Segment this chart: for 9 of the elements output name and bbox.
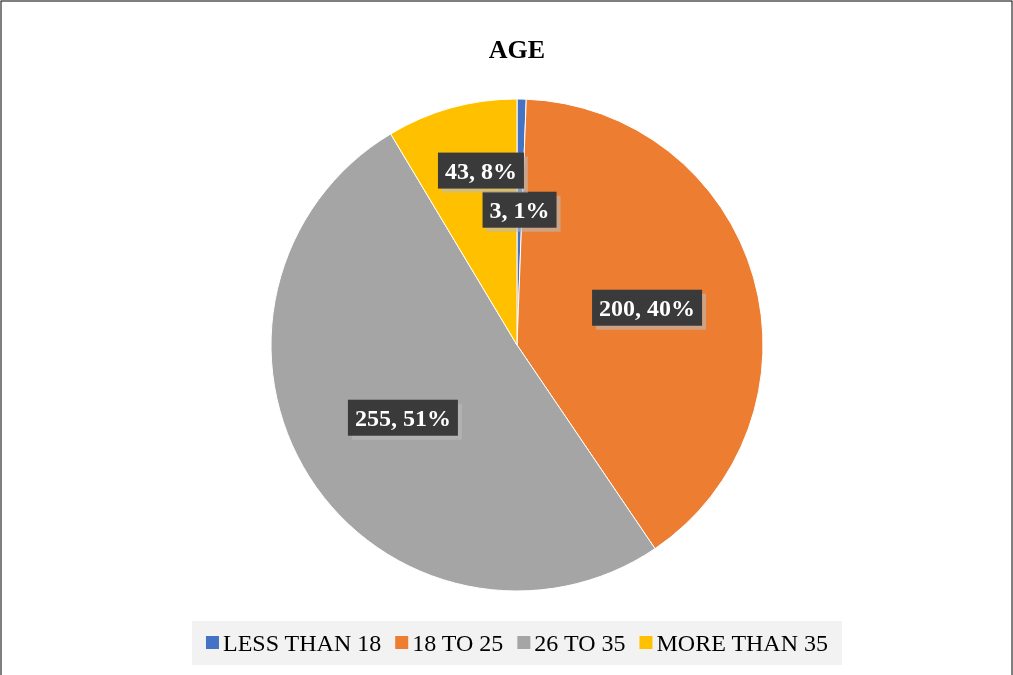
data-label: 255, 51%: [354, 404, 451, 431]
data-label: 43, 8%: [444, 157, 517, 184]
data-label: 200, 40%: [599, 294, 696, 321]
data-label: 3, 1%: [489, 196, 550, 223]
chart-title: AGE: [488, 35, 546, 64]
legend-label: 18 TO 25: [412, 630, 504, 656]
legend-label: LESS THAN 18: [222, 630, 382, 656]
legend-label: 26 TO 35: [534, 630, 626, 656]
legend-label: MORE THAN 35: [656, 630, 829, 656]
